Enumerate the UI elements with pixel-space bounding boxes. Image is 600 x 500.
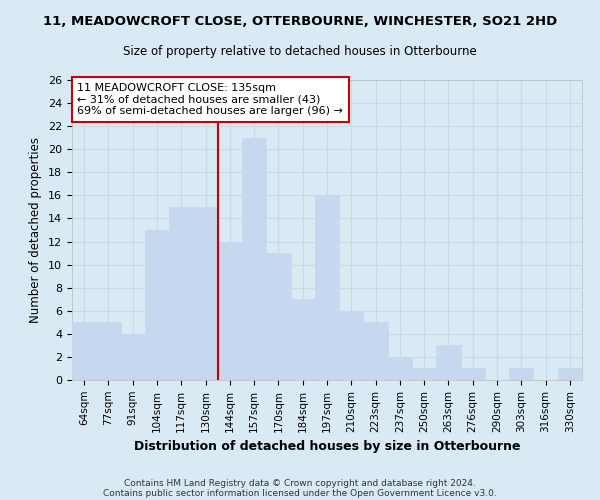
Y-axis label: Number of detached properties: Number of detached properties	[29, 137, 43, 323]
Bar	[96, 322, 121, 380]
Bar	[193, 207, 218, 380]
Bar	[169, 207, 193, 380]
Bar	[436, 346, 461, 380]
Bar	[339, 311, 364, 380]
Text: 11, MEADOWCROFT CLOSE, OTTERBOURNE, WINCHESTER, SO21 2HD: 11, MEADOWCROFT CLOSE, OTTERBOURNE, WINC…	[43, 15, 557, 28]
Bar	[218, 242, 242, 380]
Text: Contains public sector information licensed under the Open Government Licence v3: Contains public sector information licen…	[103, 488, 497, 498]
Bar	[412, 368, 436, 380]
Bar	[266, 253, 290, 380]
Text: 11 MEADOWCROFT CLOSE: 135sqm
← 31% of detached houses are smaller (43)
69% of se: 11 MEADOWCROFT CLOSE: 135sqm ← 31% of de…	[77, 83, 343, 116]
Text: Contains HM Land Registry data © Crown copyright and database right 2024.: Contains HM Land Registry data © Crown c…	[124, 478, 476, 488]
Bar	[388, 357, 412, 380]
Text: Size of property relative to detached houses in Otterbourne: Size of property relative to detached ho…	[123, 45, 477, 58]
Bar	[290, 299, 315, 380]
Bar	[558, 368, 582, 380]
Bar	[315, 196, 339, 380]
X-axis label: Distribution of detached houses by size in Otterbourne: Distribution of detached houses by size …	[134, 440, 520, 453]
Bar	[242, 138, 266, 380]
Bar	[145, 230, 169, 380]
Bar	[364, 322, 388, 380]
Bar	[121, 334, 145, 380]
Bar	[509, 368, 533, 380]
Bar	[461, 368, 485, 380]
Bar	[72, 322, 96, 380]
